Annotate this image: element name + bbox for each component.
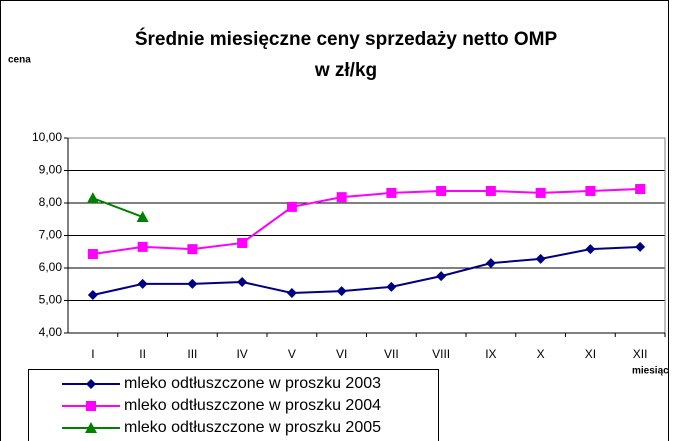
legend-label: mleko odtłuszczone w proszku 2004	[124, 397, 381, 414]
marker	[336, 192, 347, 203]
x-axis-label: miesiąc	[632, 366, 669, 377]
y-tick-label: 5,00	[39, 293, 63, 307]
marker	[87, 289, 98, 300]
x-tick-label: XII	[633, 347, 648, 361]
marker	[535, 187, 546, 198]
marker	[386, 187, 397, 198]
y-tick-label: 8,00	[39, 195, 63, 209]
x-tick-label: I	[91, 347, 94, 361]
marker	[237, 237, 248, 248]
marker	[336, 286, 347, 297]
marker	[485, 258, 496, 269]
marker	[237, 276, 248, 287]
marker	[485, 185, 496, 196]
y-axis-label: cena	[8, 55, 31, 66]
x-tick-label: VI	[336, 347, 347, 361]
marker	[86, 379, 96, 389]
series-line	[92, 245, 641, 296]
marker	[585, 185, 596, 196]
marker	[635, 184, 646, 195]
series-line	[92, 188, 641, 256]
marker	[87, 249, 98, 260]
x-tick-label: V	[288, 347, 296, 361]
marker	[187, 278, 198, 289]
marker	[286, 201, 297, 212]
chart-subtitle: w zł/kg	[314, 60, 377, 81]
legend-label: mleko odtłuszczone w proszku 2005	[124, 419, 381, 436]
marker	[137, 241, 148, 252]
x-tick-label: II	[139, 347, 146, 361]
marker	[436, 185, 447, 196]
marker	[136, 210, 149, 222]
marker	[386, 281, 397, 292]
y-tick-label: 4,00	[39, 325, 63, 339]
series-line	[92, 197, 143, 218]
marker	[635, 241, 646, 252]
x-tick-label: VIII	[432, 347, 450, 361]
marker	[86, 192, 99, 204]
y-tick-label: 7,00	[39, 228, 63, 242]
x-tick-label: X	[537, 347, 545, 361]
y-tick-label: 6,00	[39, 260, 63, 274]
marker	[436, 271, 447, 282]
marker	[585, 244, 596, 255]
marker	[286, 288, 297, 299]
x-tick-label: VII	[384, 347, 399, 361]
x-tick-label: III	[187, 347, 197, 361]
marker	[85, 422, 97, 433]
chart-title: Średnie miesięczne ceny sprzedaży netto …	[135, 28, 558, 50]
marker	[137, 278, 148, 289]
marker	[187, 244, 198, 255]
marker	[86, 401, 96, 411]
y-tick-label: 10,00	[32, 130, 62, 144]
legend-label: mleko odtłuszczone w proszku 2003	[124, 375, 381, 392]
y-tick-label: 9,00	[39, 163, 63, 177]
x-tick-label: XI	[585, 347, 596, 361]
x-tick-label: IV	[236, 347, 247, 361]
x-tick-label: IX	[485, 347, 496, 361]
marker	[535, 253, 546, 264]
